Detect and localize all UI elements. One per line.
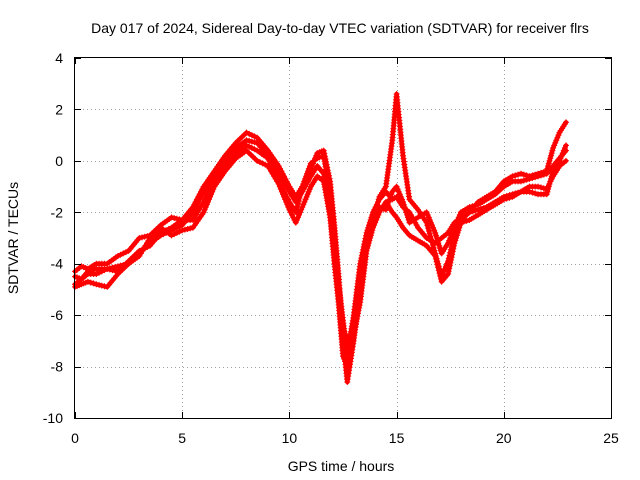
- y-tick-labels: -10 -8 -6 -4 -2 0 2 4: [43, 50, 63, 426]
- plot-frame: [74, 57, 612, 419]
- y-tick-label: 2: [55, 101, 63, 117]
- y-tick-label: -4: [51, 256, 64, 272]
- x-tick-label: 25: [603, 430, 619, 446]
- x-tick-label: 0: [71, 430, 79, 446]
- y-tick-label: -8: [51, 359, 64, 375]
- y-tick-label: 4: [55, 50, 63, 66]
- x-tick-label: 20: [496, 430, 512, 446]
- x-tick-label: 15: [389, 430, 405, 446]
- data-layer: [72, 91, 569, 385]
- y-tick-label: -2: [51, 204, 64, 220]
- series-track-4: [72, 142, 569, 370]
- y-axis-label: SDTVAR / TECUs: [5, 182, 21, 294]
- y-tick-label: 0: [55, 153, 63, 169]
- x-axis-label: GPS time / hours: [288, 458, 395, 474]
- x-tick-labels: 0 5 10 15 20 25: [71, 430, 619, 446]
- x-tick-label: 5: [178, 430, 186, 446]
- x-tick-label: 10: [282, 430, 298, 446]
- series-trace: [72, 143, 569, 369]
- y-tick-label: -6: [51, 307, 64, 323]
- tick-layer: [75, 58, 612, 419]
- y-tick-label: -10: [43, 410, 63, 426]
- chart-title: Day 017 of 2024, Sidereal Day-to-day VTE…: [91, 20, 589, 36]
